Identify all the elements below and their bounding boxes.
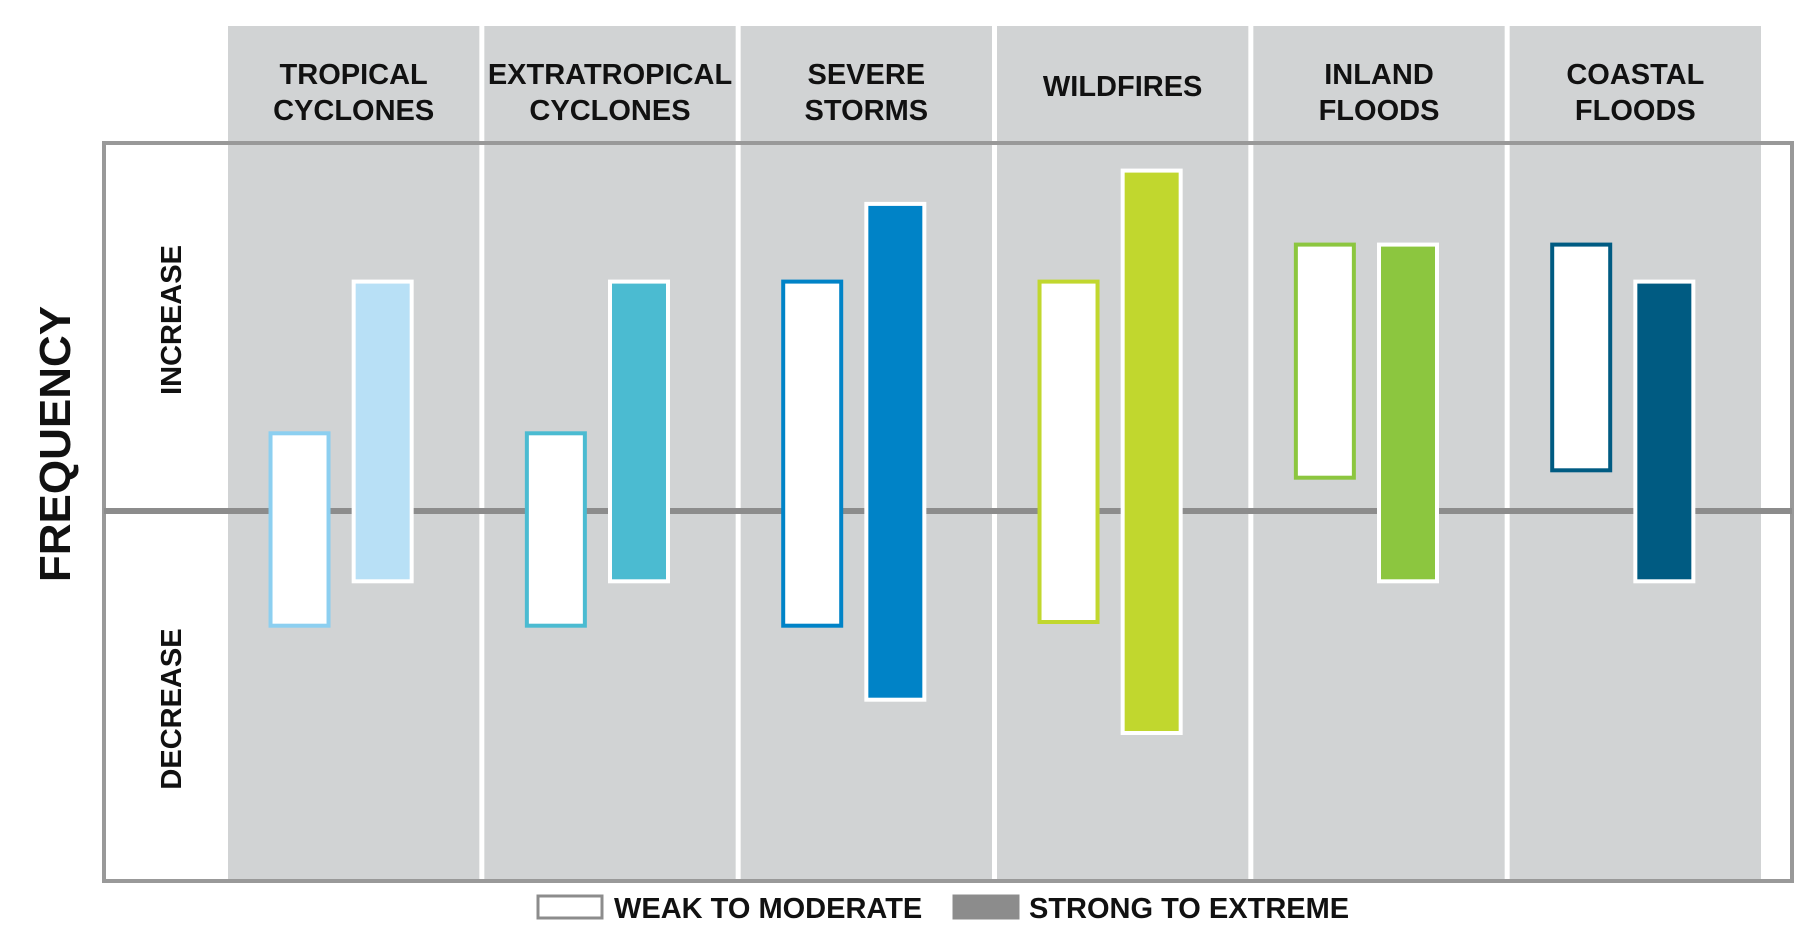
bar-weak-tropical-cyclones [268,431,331,628]
bar-strong-wildfires [1120,168,1183,736]
decrease-label: DECREASE [156,628,188,789]
category-label-coastal-floods-line-1: COASTAL [1566,59,1704,91]
bar-weak-wildfires [1037,279,1100,624]
category-label-tropical-cyclones-line-2: CYCLONES [273,95,434,127]
category-label-severe-storms-line-2: STORMS [805,95,929,127]
category-label-inland-floods-line-1: INLAND [1324,59,1434,91]
category-columns [228,26,1761,880]
category-label-severe-storms-line-1: SEVERE [807,59,925,91]
bar-strong-extratropical-cyclones [608,279,670,584]
legend-swatch-strong [952,894,1020,920]
bar-strong-severe-storms [864,201,927,702]
legend-label-strong: STRONG TO EXTREME [1029,893,1349,925]
bar-weak-severe-storms [781,279,844,628]
bar-strong-tropical-cyclones [351,279,414,584]
category-label-extratropical-cyclones-line-2: CYCLONES [529,95,690,127]
category-label-coastal-floods-line-2: FLOODS [1575,95,1696,127]
bar-strong-inland-floods [1377,242,1439,584]
category-labels: TROPICAL CYCLONES EXTRATROPICAL CYCLONES SEV… [273,59,1704,127]
increase-label: INCREASE [156,245,188,395]
bar-weak-extratropical-cyclones [524,431,587,628]
bar-weak-inland-floods [1293,242,1356,480]
y-axis-title: FREQUENCY [31,306,80,582]
category-label-inland-floods-line-2: FLOODS [1319,95,1440,127]
legend-label-weak: WEAK TO MODERATE [614,893,922,925]
bar-strong-coastal-floods [1633,279,1696,584]
category-label-extratropical-cyclones-line-1: EXTRATROPICAL [488,59,732,91]
bar-marks [268,168,1696,736]
category-label-wildfires-line-1: WILDFIRES [1043,71,1203,103]
category-label-tropical-cyclones-line-1: TROPICAL [280,59,428,91]
bar-weak-coastal-floods [1550,242,1613,473]
legend-swatch-weak [536,894,604,920]
legend: WEAK TO MODERATE STRONG TO EXTREME [536,893,1349,925]
